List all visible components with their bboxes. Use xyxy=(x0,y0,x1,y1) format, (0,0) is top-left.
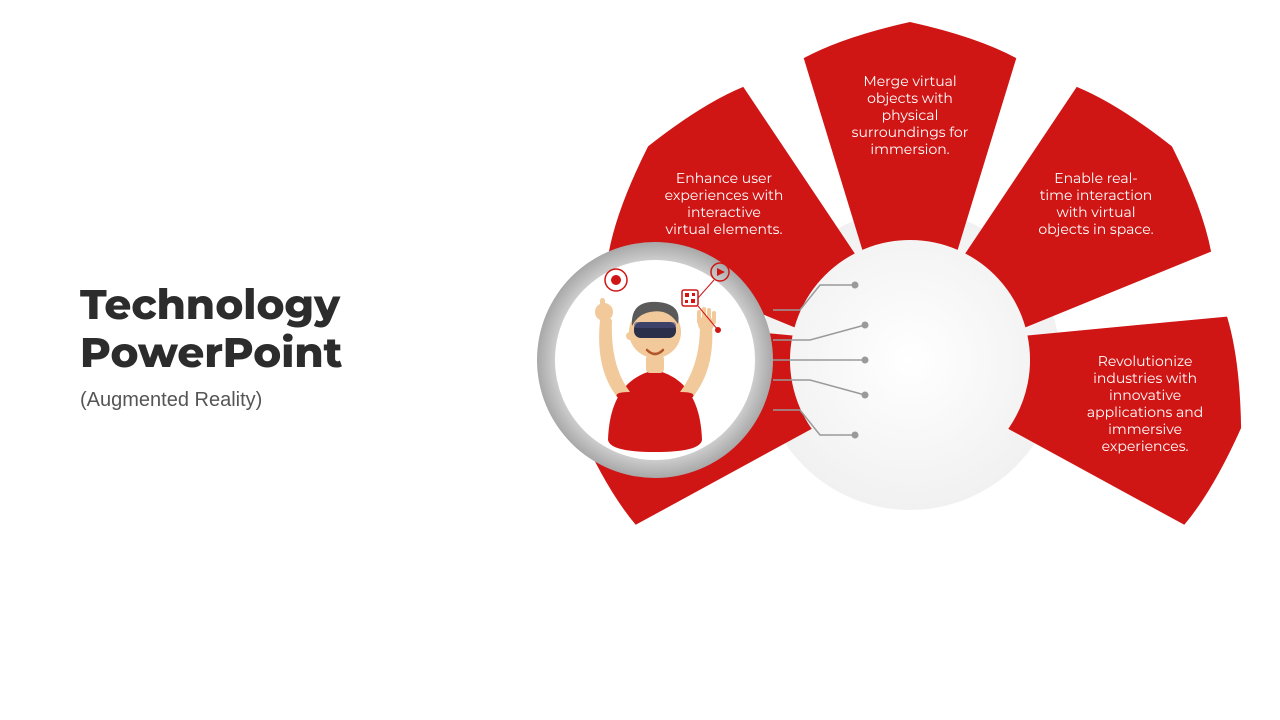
slide-canvas: Technology PowerPoint (Augmented Reality… xyxy=(0,0,1280,720)
petal-text-2: Enhance userexperiences withinteractivev… xyxy=(665,169,784,238)
title-line-1: Technology xyxy=(80,278,340,330)
slide-title: Technology PowerPoint xyxy=(80,280,500,377)
petal-text-5: Revolutionizeindustries withinnovativeap… xyxy=(1087,352,1203,455)
center-circle xyxy=(537,242,773,478)
petal-text-4: Enable real-time interactionwith virtual… xyxy=(1038,169,1153,238)
circuit-node-5 xyxy=(852,432,859,439)
circuit-node-2 xyxy=(862,322,869,329)
title-block: Technology PowerPoint (Augmented Reality… xyxy=(80,280,500,412)
circuit-node-4 xyxy=(862,392,869,399)
title-line-2: PowerPoint xyxy=(80,326,342,378)
radial-diagram: Overlay digitalcontent ontoreal-worldenv… xyxy=(500,0,1280,720)
circuit-node-1 xyxy=(852,282,859,289)
slide-subtitle: (Augmented Reality) xyxy=(80,389,500,412)
circuit-node-3 xyxy=(862,357,869,364)
